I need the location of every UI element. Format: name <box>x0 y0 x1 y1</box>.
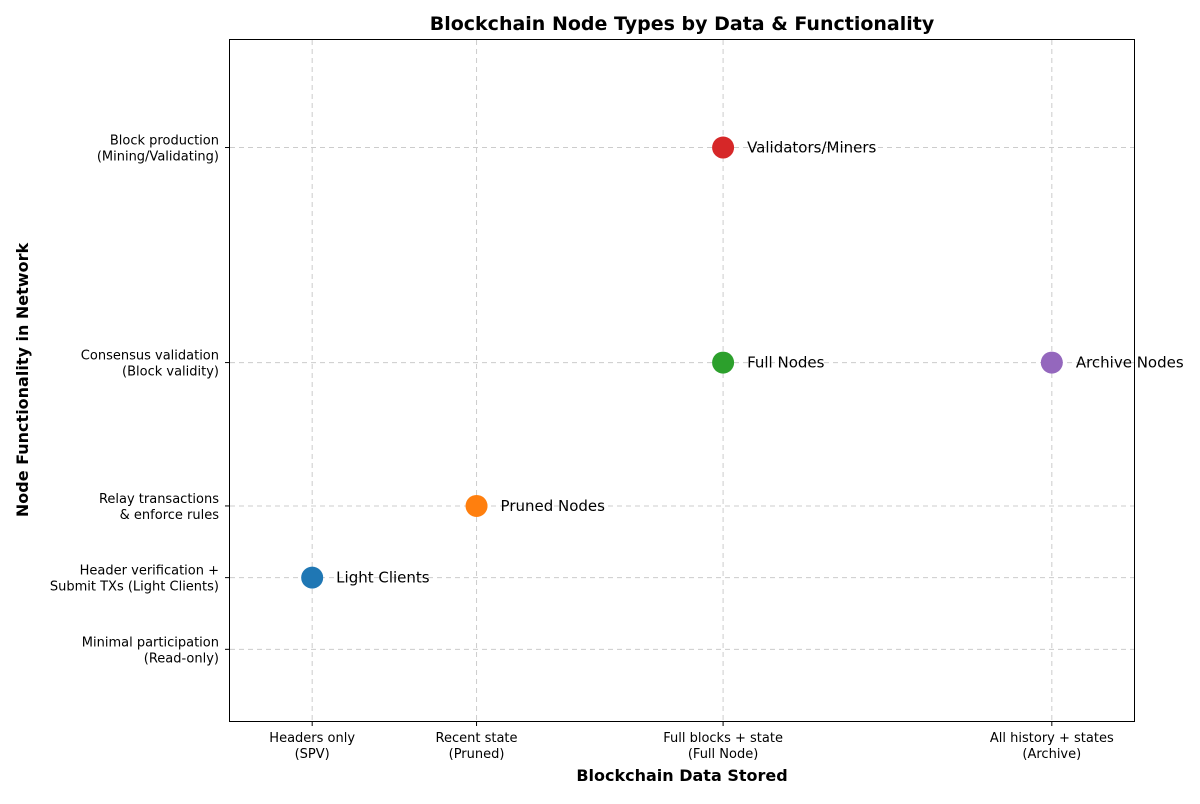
x-tick-label-line: (Full Node) <box>688 747 758 762</box>
y-tick-label: Consensus validation (Block validity) <box>81 349 219 380</box>
chart-title: Blockchain Node Types by Data & Function… <box>430 13 935 35</box>
data-point-label: Pruned Nodes <box>501 497 606 515</box>
x-tick-label: Full blocks + state (Full Node) <box>663 731 783 762</box>
data-point[interactable] <box>712 136 735 159</box>
y-tick-label-line: Block production <box>110 134 219 149</box>
x-tick-label-line: All history + states <box>990 731 1114 746</box>
data-point[interactable] <box>465 494 488 517</box>
x-tick-label: Recent state (Pruned) <box>436 731 518 762</box>
x-tick-label-line: (Pruned) <box>449 747 505 762</box>
y-tick-label: Header verification + Submit TXs (Light C… <box>50 564 219 595</box>
y-tick-label-line: Submit TXs (Light Clients) <box>50 580 219 595</box>
y-tick-label-line: Header verification + <box>80 564 219 579</box>
data-point-label: Light Clients <box>336 569 430 587</box>
data-point[interactable] <box>1040 351 1063 374</box>
data-point[interactable] <box>301 566 324 589</box>
x-tick-label: All history + states (Archive) <box>990 731 1114 762</box>
y-tick-label-line: (Read-only) <box>144 651 219 666</box>
x-axis-label: Blockchain Data Stored <box>576 766 787 785</box>
x-tick-label-line: Recent state <box>436 731 518 746</box>
y-tick-label: Minimal participation (Read-only) <box>82 635 219 666</box>
data-point-label: Archive Nodes <box>1076 354 1184 372</box>
x-tick-label-line: (SPV) <box>295 747 330 762</box>
x-tick-label: Headers only (SPV) <box>269 731 355 762</box>
x-tick-label-line: Full blocks + state <box>663 731 783 746</box>
data-point-label: Full Nodes <box>747 354 825 372</box>
y-tick-label-line: (Mining/Validating) <box>97 150 219 165</box>
y-tick-label: Relay transactions & enforce rules <box>99 492 219 523</box>
tick-layer: Headers only (SPV) Recent state (Pruned) Ful… <box>50 134 1114 762</box>
y-tick-label-line: & enforce rules <box>120 508 220 523</box>
y-tick-label-line: (Block validity) <box>122 365 219 380</box>
x-tick-label-line: (Archive) <box>1022 747 1081 762</box>
y-tick-label-line: Relay transactions <box>99 492 219 507</box>
point-layer: Light Clients Pruned Nodes Full Nodes Valid… <box>301 136 1184 589</box>
y-tick-label-line: Minimal participation <box>82 635 219 650</box>
plot-frame <box>229 39 1135 722</box>
y-tick-label: Block production (Mining/Validating) <box>97 134 219 165</box>
data-point-label: Validators/Miners <box>747 139 876 157</box>
y-tick-label-line: Consensus validation <box>81 349 219 364</box>
y-axis-label: Node Functionality in Network <box>13 243 32 518</box>
grid-layer <box>230 40 1134 721</box>
data-point[interactable] <box>712 351 735 374</box>
x-tick-label-line: Headers only <box>269 731 355 746</box>
